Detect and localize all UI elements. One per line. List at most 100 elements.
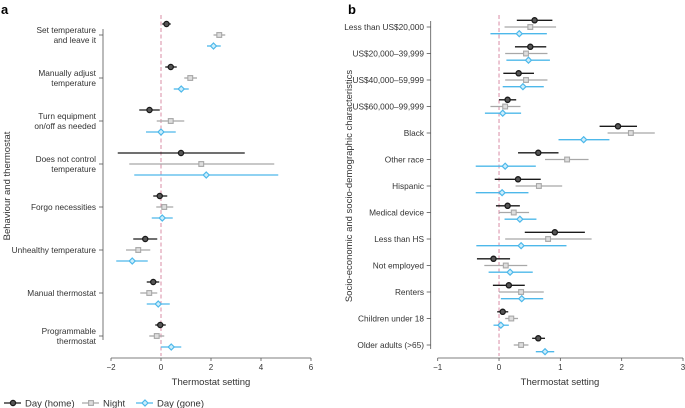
point-diamond (516, 215, 524, 224)
point-diamond (154, 300, 163, 308)
point-square (564, 156, 571, 163)
point-square (187, 75, 194, 81)
point-circle (535, 335, 542, 342)
point-diamond (177, 85, 186, 93)
category-label: Manually adjust temperature (38, 68, 96, 88)
legend-label: Night (103, 399, 126, 408)
point-diamond (517, 294, 526, 303)
point-circle (514, 176, 522, 183)
category-label: Less than HS (374, 234, 424, 244)
category-label: Other race (385, 155, 425, 165)
point-diamond (498, 188, 506, 197)
point-square (627, 130, 634, 136)
point-diamond (158, 214, 167, 222)
category-label-line: Other race (385, 155, 425, 165)
category-label: US$40,000–59,999 (352, 75, 424, 85)
category-label-line: Manually adjust (38, 68, 96, 78)
category-label-line: temperature (51, 78, 96, 88)
x-tick-label: 4 (259, 363, 264, 372)
x-tick-label: 2 (209, 363, 214, 372)
category-label-line: Medical device (369, 208, 424, 218)
point-diamond (202, 171, 211, 179)
category-label: Black (404, 128, 425, 138)
legend-item: Night (82, 399, 126, 408)
point-diamond (519, 82, 527, 91)
point-diamond (517, 241, 525, 250)
point-diamond (209, 42, 218, 50)
point-square (146, 290, 153, 296)
category-label-line: thermostat (57, 336, 97, 346)
legend-marker-diamond (141, 399, 149, 407)
category-label-line: US$20,000–39,999 (352, 49, 424, 59)
point-circle (505, 282, 513, 289)
point-diamond (515, 29, 524, 38)
category-label: Forgo necessities (31, 202, 96, 212)
x-tick-label: 2 (619, 363, 624, 372)
point-circle (177, 149, 185, 157)
category-label-line: Programmable (42, 326, 97, 336)
category-label: Manual thermostat (27, 288, 96, 298)
category-label: Older adults (>65) (357, 340, 424, 350)
point-square (527, 24, 534, 30)
point-diamond (498, 109, 507, 118)
category-label-line: Manual thermostat (27, 288, 96, 298)
point-square (545, 236, 552, 242)
point-square (518, 289, 525, 295)
category-label: Hispanic (392, 181, 424, 191)
x-tick-label: −2 (106, 363, 116, 372)
category-label: Programmable thermostat (42, 326, 97, 346)
panel-b-label: b (348, 2, 356, 17)
category-label: Turn equipment on/off as needed (34, 111, 96, 131)
category-label-line: temperature (51, 164, 96, 174)
point-diamond (167, 343, 176, 351)
panel-b-ylabel: Socio-economic and socio-demographic cha… (344, 70, 355, 303)
point-diamond (541, 347, 549, 356)
category-label-line: Turn equipment (38, 111, 96, 121)
point-diamond (497, 321, 505, 330)
point-square (535, 183, 542, 189)
category-label: Less than US$20,000 (344, 22, 424, 32)
point-circle (156, 192, 163, 200)
point-diamond (524, 56, 533, 65)
category-label: Set temperature and leave it (37, 25, 97, 45)
point-diamond (128, 257, 137, 265)
point-circle (499, 308, 506, 316)
category-label: Not employed (373, 261, 425, 271)
category-label: Medical device (369, 208, 424, 218)
panel-a: −2 0 2 4 6 Set temperature and leave it Manuall… (12, 15, 314, 372)
category-label: US$60,000–99,999 (352, 102, 424, 112)
point-circle (490, 255, 497, 263)
point-circle (163, 20, 170, 28)
category-label: US$20,000–39,999 (352, 49, 424, 59)
point-circle (149, 278, 157, 286)
panel-a-ylabel: Behaviour and thermostat (2, 131, 13, 240)
category-label-line: Less than HS (374, 234, 424, 244)
point-diamond (157, 128, 165, 136)
category-label-line: Children under 18 (358, 314, 424, 324)
legend-marker-square (88, 400, 94, 406)
point-square (198, 161, 205, 167)
point-circle (141, 235, 149, 243)
point-circle (527, 43, 534, 51)
panel-a-xlabel: Thermostat setting (172, 377, 251, 388)
category-label: Children under 18 (358, 314, 424, 324)
point-square (153, 333, 160, 339)
point-square (167, 118, 174, 124)
category-label: Does not control temperature (36, 154, 97, 174)
panel-b: −1 0 1 2 3 Less than US$20,000 US$20,000–39,99… (344, 15, 685, 372)
category-label-line: Unhealthy temperature (12, 245, 97, 255)
category-label-line: US$60,000–99,999 (352, 102, 424, 112)
point-square (502, 103, 509, 110)
category-label-line: Hispanic (392, 181, 424, 191)
point-square (161, 204, 168, 210)
legend-label: Day (home) (25, 399, 75, 408)
legend-item: Day (home) (4, 399, 75, 408)
point-square (523, 77, 529, 83)
point-circle (531, 17, 538, 24)
panel-a-label: a (1, 2, 9, 17)
point-circle (146, 106, 153, 114)
point-square (508, 315, 515, 322)
category-label-line: Does not control (36, 154, 97, 164)
point-circle (535, 149, 542, 157)
